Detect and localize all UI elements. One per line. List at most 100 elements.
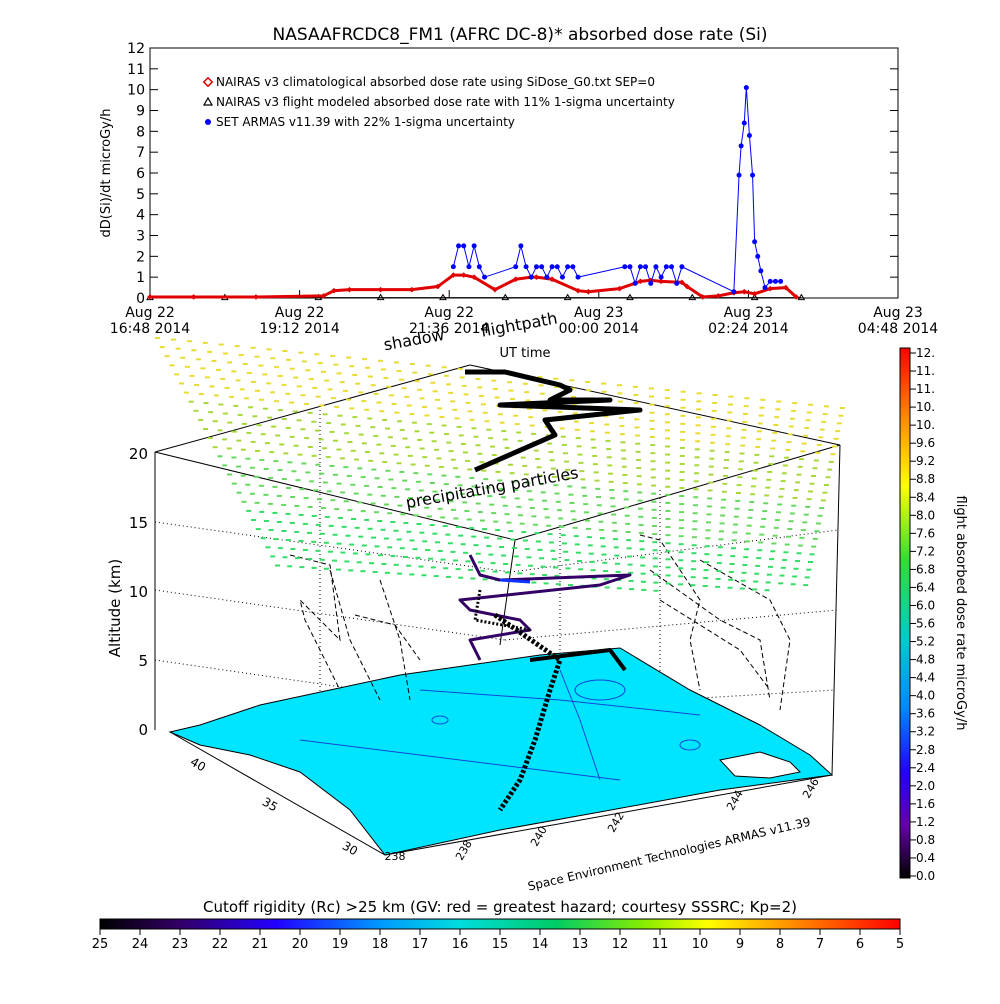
particle-dash [603, 578, 609, 581]
particle-dash [570, 387, 576, 390]
particle-dash [624, 514, 630, 517]
particle-dash [428, 373, 434, 376]
particle-dash [665, 461, 671, 464]
colorbar-tick-label: 7.2 [916, 544, 935, 558]
rigidity-tick-label: 6 [856, 937, 864, 952]
particle-dash [722, 474, 728, 477]
rigidity-tick-label: 5 [896, 937, 904, 952]
particle-dash [258, 398, 264, 401]
data-point [570, 264, 576, 270]
particle-dash [793, 489, 799, 492]
particle-dash [482, 528, 488, 531]
particle-dash [538, 384, 544, 387]
particle-dash [633, 402, 639, 405]
particle-dash [569, 501, 575, 504]
particle-dash [800, 529, 806, 532]
particle-dash [563, 550, 569, 553]
particle-dash [830, 453, 836, 456]
particle-dash [396, 538, 402, 541]
particle-dash [246, 431, 252, 434]
particle-dash [290, 495, 296, 498]
particle-dash [355, 424, 361, 427]
particle-dash [455, 568, 461, 571]
colorbar-tick-label: 4.0 [916, 689, 935, 703]
particle-dash [665, 574, 671, 577]
wall-grid [154, 410, 839, 711]
particle-dash [585, 519, 590, 522]
particle-dash [608, 472, 614, 475]
particle-dash [639, 540, 645, 543]
particle-dash [254, 389, 260, 392]
particle-dash [462, 451, 468, 454]
particle-dash [471, 485, 477, 488]
x-tick-label-date: Aug 22 [275, 305, 325, 321]
particle-dash [443, 567, 449, 570]
particle-dash [695, 440, 701, 443]
particle-dash [770, 550, 776, 553]
particle-dash [633, 393, 639, 396]
particle-dash [385, 469, 391, 472]
particle-dash [769, 455, 775, 458]
particle-dash [374, 477, 380, 480]
data-point [492, 286, 498, 293]
rigidity-tick-label: 22 [212, 937, 229, 952]
particle-dash [601, 382, 607, 385]
particle-dash [787, 527, 793, 530]
particle-dash [414, 430, 420, 433]
rigidity-tick-label: 11 [652, 937, 669, 952]
colorbar-tick-label: 0.8 [916, 833, 935, 847]
particle-dash [373, 434, 379, 437]
particle-dash [407, 454, 413, 457]
particle-dash [226, 447, 232, 450]
particle-dash [336, 448, 342, 451]
flightpath [458, 369, 643, 812]
data-point [512, 276, 519, 283]
data-point [632, 280, 638, 286]
particle-dash [678, 583, 684, 586]
lon-tick-label: 242 [605, 810, 627, 835]
particle-dash [362, 358, 368, 361]
particle-dash [718, 538, 724, 541]
particle-dash [293, 444, 299, 447]
particle-dash [347, 509, 353, 512]
rigidity-tick-label: 12 [612, 937, 629, 952]
particle-dash [508, 530, 514, 533]
particle-dash [491, 512, 497, 515]
ground-map [168, 647, 834, 856]
particle-dash [491, 379, 497, 382]
data-point [658, 274, 664, 280]
particle-dash [652, 557, 658, 560]
particle-dash [550, 467, 556, 470]
particle-dash [825, 476, 831, 479]
particle-dash [315, 549, 321, 552]
particle-dash [797, 465, 803, 468]
particle-dash [536, 466, 542, 469]
particle-dash [726, 427, 732, 430]
particle-dash [325, 456, 331, 459]
particle-dash [329, 430, 335, 433]
particle-dash [333, 363, 339, 366]
y-tick-label: 11 [127, 62, 145, 78]
particle-dash [231, 430, 237, 433]
data-point [565, 264, 571, 270]
particle-dash [459, 376, 465, 379]
particle-dash [554, 492, 560, 495]
particle-dash [665, 566, 671, 569]
particle-dash [384, 571, 390, 574]
particle-dash [486, 428, 492, 431]
particle-dash [650, 476, 656, 479]
lon-tick-label: 238 [385, 850, 406, 863]
particle-dash [315, 463, 321, 466]
particle-dash [254, 355, 260, 358]
particle-dash [664, 429, 670, 432]
particle-dash [386, 385, 392, 388]
particle-dash [665, 509, 671, 512]
particle-dash [635, 450, 641, 453]
particle-dash [833, 437, 839, 440]
particle-dash [307, 506, 313, 509]
particle-dash [319, 558, 325, 561]
particle-dash [227, 421, 233, 424]
particle-dash [317, 498, 322, 501]
particle-dash [441, 366, 447, 369]
particle-dash [710, 441, 716, 444]
